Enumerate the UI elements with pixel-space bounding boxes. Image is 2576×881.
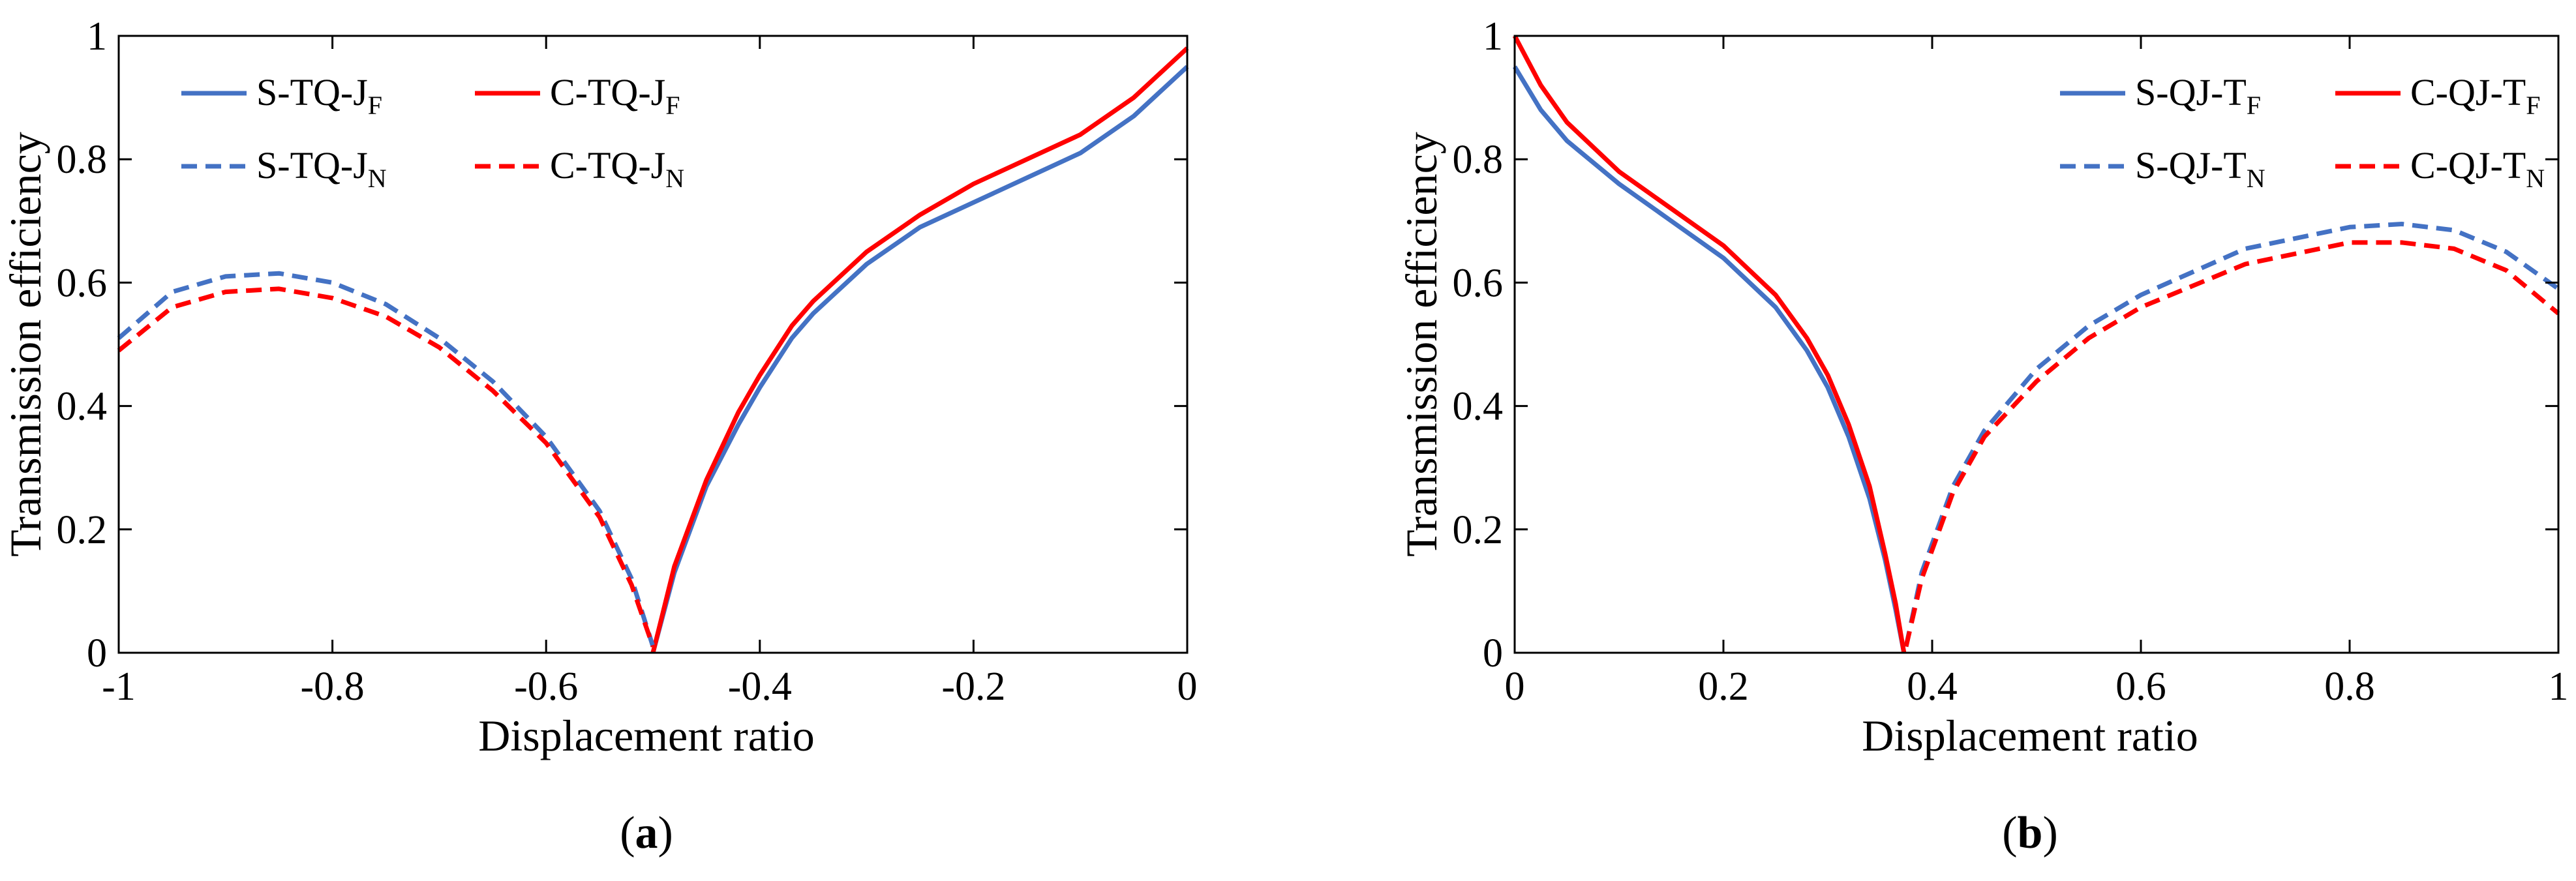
x-axis-title: Displacement ratio xyxy=(1862,711,2198,760)
series-line-b-0 xyxy=(1513,65,1907,653)
series-line-b-1 xyxy=(1512,35,1907,653)
legend-entry-subscript: F xyxy=(2526,91,2540,120)
legend: S-TQ-JF C-TQ-JFS-TQ-JN C-TQ-JN xyxy=(181,71,684,193)
series-line-a-1 xyxy=(650,46,1189,653)
legend-entry-subscript: N xyxy=(2526,164,2545,193)
y-tick-label: 1 xyxy=(1483,14,1503,59)
x-tick-label: -0.4 xyxy=(728,664,792,709)
y-axis-title: Transmission efficiency xyxy=(1,132,50,557)
chart-panel-b: 0 0.2 0.4 0.6 0.8 1 0 0.2 0.4 0.6 0.8 1 Displacement… xyxy=(1397,14,2569,858)
legend-entry: C-TQ-JF xyxy=(550,71,680,120)
legend-entry: S-TQ-JN xyxy=(256,144,387,193)
y-tick-label: 0.4 xyxy=(57,385,108,429)
legend-entry: C-TQ-JN xyxy=(550,144,684,193)
legend-entry-subscript: N xyxy=(665,164,684,193)
legend-entry-name: S-TQ-J xyxy=(256,71,368,113)
legend-entry: S-QJ-TF xyxy=(2135,71,2261,120)
y-tick-label: 0.4 xyxy=(1453,385,1504,429)
legend-entry: C-QJ-TF xyxy=(2410,71,2540,120)
panel-letter: a xyxy=(635,808,658,858)
legend-entry-subscript: N xyxy=(2247,164,2265,193)
series-line-b-3 xyxy=(1903,240,2560,648)
chart-panel-a: -1 -0.8 -0.6 -0.4 -0.2 0 0 0.2 0.4 0.6 0.8 1 Displac… xyxy=(1,14,1198,858)
y-tick-label: 0.2 xyxy=(1453,508,1504,552)
y-tick-label: 0 xyxy=(87,631,107,676)
legend-entry-name: S-QJ-T xyxy=(2135,71,2247,113)
legend-entry-name: S-TQ-J xyxy=(256,144,368,187)
series-line-a-0 xyxy=(650,65,1189,653)
x-tick-label: 0 xyxy=(1177,664,1198,709)
legend-entry-subscript: F xyxy=(2247,91,2261,120)
x-tick-label: -0.2 xyxy=(941,664,1005,709)
legend-entry-name: C-TQ-J xyxy=(550,71,665,113)
panel-letter: b xyxy=(2018,808,2043,858)
y-tick-label: 0.6 xyxy=(1453,261,1504,305)
x-tick-label: -0.8 xyxy=(301,664,365,709)
x-tick-label: 0.2 xyxy=(1698,664,1749,709)
x-tick-label: 0 xyxy=(1505,664,1525,709)
x-tick-label: 0.4 xyxy=(1907,664,1958,709)
x-tick-label: -1 xyxy=(102,664,136,709)
legend-entry-subscript: F xyxy=(665,91,680,120)
x-tick-label: -0.6 xyxy=(514,664,578,709)
legend-entry: C-QJ-TN xyxy=(2410,144,2545,193)
y-axis-title: Transmission efficiency xyxy=(1397,132,1446,557)
y-tick-label: 0.2 xyxy=(57,508,108,552)
y-tick-label: 0.8 xyxy=(57,138,108,182)
series-line-a-2 xyxy=(117,271,656,648)
legend-entry: S-QJ-TN xyxy=(2135,144,2265,193)
legend-entry-subscript: N xyxy=(368,164,387,193)
panel-label: (a) xyxy=(620,808,673,858)
legend-entry-name: C-QJ-T xyxy=(2410,144,2526,187)
y-tick-label: 1 xyxy=(87,14,107,59)
y-tick-label: 0.8 xyxy=(1453,138,1504,182)
legend-entry-subscript: F xyxy=(368,91,382,120)
series-line-a-3 xyxy=(117,286,656,648)
y-tick-label: 0 xyxy=(1483,631,1503,676)
x-tick-label: 1 xyxy=(2549,664,2569,709)
axes-frame xyxy=(1513,35,2560,654)
axes-frame xyxy=(117,35,1189,654)
legend: S-QJ-TF C-QJ-TFS-QJ-TN C-QJ-TN xyxy=(2060,71,2545,193)
x-tick-label: 0.8 xyxy=(2324,664,2375,709)
series-line-b-2 xyxy=(1903,222,2560,648)
y-tick-label: 0.6 xyxy=(57,261,108,305)
legend-entry-name: C-TQ-J xyxy=(550,144,665,187)
x-tick-label: 0.6 xyxy=(2115,664,2166,709)
legend-entry-name: C-QJ-T xyxy=(2410,71,2526,113)
x-axis-title: Displacement ratio xyxy=(478,711,814,760)
panel-label: (b) xyxy=(2002,808,2058,858)
legend-entry: S-TQ-JF xyxy=(256,71,382,120)
legend-entry-name: S-QJ-T xyxy=(2135,144,2247,187)
